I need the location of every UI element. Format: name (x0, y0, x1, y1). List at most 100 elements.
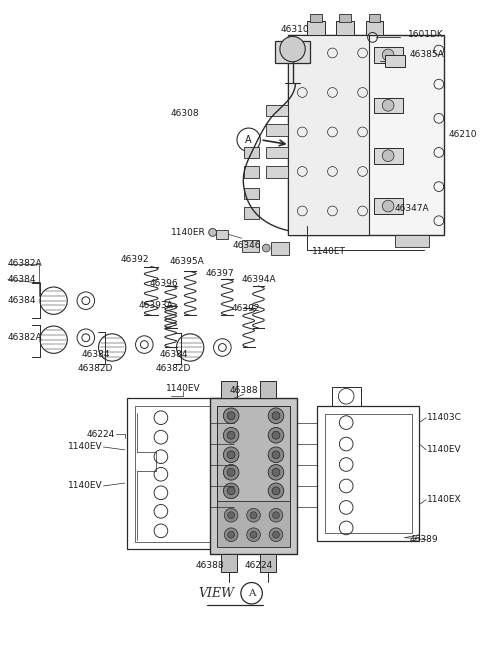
Circle shape (223, 428, 239, 443)
Circle shape (227, 451, 235, 458)
Circle shape (382, 100, 394, 111)
Text: 1140EV: 1140EV (427, 445, 462, 455)
Text: A: A (245, 135, 252, 145)
Bar (266, 124, 288, 136)
Circle shape (272, 412, 280, 420)
Bar (210, 398, 298, 554)
Bar (266, 166, 288, 178)
Circle shape (227, 487, 235, 495)
Text: 1601DK: 1601DK (408, 30, 444, 39)
Circle shape (272, 432, 280, 439)
Text: 46346: 46346 (232, 240, 261, 250)
Bar (260, 381, 276, 398)
Circle shape (223, 447, 239, 462)
Text: 46382D: 46382D (78, 364, 113, 373)
Text: 46394A: 46394A (241, 274, 276, 284)
Bar (221, 554, 237, 572)
Circle shape (223, 408, 239, 424)
Bar (288, 35, 369, 235)
Bar (307, 21, 325, 35)
Text: 46224: 46224 (244, 561, 273, 571)
Text: 46388: 46388 (229, 386, 258, 395)
Circle shape (273, 531, 279, 538)
Bar (244, 207, 259, 219)
Text: 46382A: 46382A (8, 333, 42, 343)
Bar (244, 147, 259, 159)
Text: 46347A: 46347A (395, 204, 430, 212)
Circle shape (250, 512, 257, 519)
Text: 46395A: 46395A (170, 257, 204, 266)
Text: 46382A: 46382A (8, 259, 42, 268)
Circle shape (224, 528, 238, 542)
Bar (271, 242, 288, 255)
Circle shape (224, 508, 238, 522)
Text: 11403C: 11403C (427, 413, 462, 422)
Circle shape (209, 229, 216, 236)
Text: 1140ER: 1140ER (171, 228, 205, 237)
Text: 46392: 46392 (120, 255, 149, 264)
Circle shape (223, 483, 239, 498)
Circle shape (247, 528, 260, 542)
Text: 46310: 46310 (280, 25, 309, 34)
Bar (260, 554, 276, 572)
Bar (369, 14, 380, 22)
Bar (242, 240, 259, 252)
Bar (332, 386, 361, 406)
Bar (325, 414, 411, 533)
Bar (217, 500, 289, 548)
Circle shape (269, 528, 283, 542)
Bar (134, 406, 226, 542)
Bar (373, 198, 403, 214)
Circle shape (268, 428, 284, 443)
Bar (217, 406, 289, 546)
Circle shape (250, 531, 257, 538)
Text: 46384: 46384 (81, 350, 110, 359)
Text: 46397: 46397 (205, 269, 234, 278)
Circle shape (268, 447, 284, 462)
Text: 46224: 46224 (87, 430, 115, 439)
Text: 46385A: 46385A (409, 50, 444, 60)
Text: 46396: 46396 (150, 278, 178, 288)
Circle shape (273, 512, 279, 519)
Bar (244, 187, 259, 199)
Text: 46393A: 46393A (139, 301, 173, 310)
Bar (373, 47, 403, 63)
Text: 46389: 46389 (409, 535, 438, 544)
Text: 1140EV: 1140EV (68, 481, 102, 491)
Bar (266, 105, 288, 117)
Bar (288, 35, 444, 235)
Text: 46382D: 46382D (156, 364, 191, 373)
Circle shape (272, 451, 280, 458)
Bar (395, 235, 429, 247)
Bar (317, 406, 420, 540)
Circle shape (268, 408, 284, 424)
Text: 1140EV: 1140EV (166, 384, 201, 393)
Circle shape (227, 432, 235, 439)
Circle shape (268, 483, 284, 498)
Text: 46384: 46384 (159, 350, 188, 359)
Text: 46308: 46308 (171, 109, 199, 118)
Bar (339, 14, 351, 22)
Bar (266, 147, 288, 159)
Bar (373, 98, 403, 113)
Bar (336, 21, 354, 35)
Bar (275, 41, 310, 63)
Circle shape (228, 531, 235, 538)
Bar (127, 398, 234, 550)
Text: VIEW: VIEW (198, 587, 234, 600)
Circle shape (223, 464, 239, 480)
Circle shape (269, 508, 283, 522)
Circle shape (382, 200, 394, 212)
Circle shape (228, 512, 235, 519)
Circle shape (247, 508, 260, 522)
Circle shape (272, 487, 280, 495)
Circle shape (280, 37, 305, 62)
Text: 46210: 46210 (449, 130, 477, 140)
Bar (373, 148, 403, 164)
Circle shape (227, 412, 235, 420)
Bar (366, 21, 383, 35)
Text: 46388: 46388 (195, 561, 224, 571)
Circle shape (263, 244, 270, 252)
Circle shape (268, 464, 284, 480)
Text: 46384: 46384 (8, 274, 36, 284)
